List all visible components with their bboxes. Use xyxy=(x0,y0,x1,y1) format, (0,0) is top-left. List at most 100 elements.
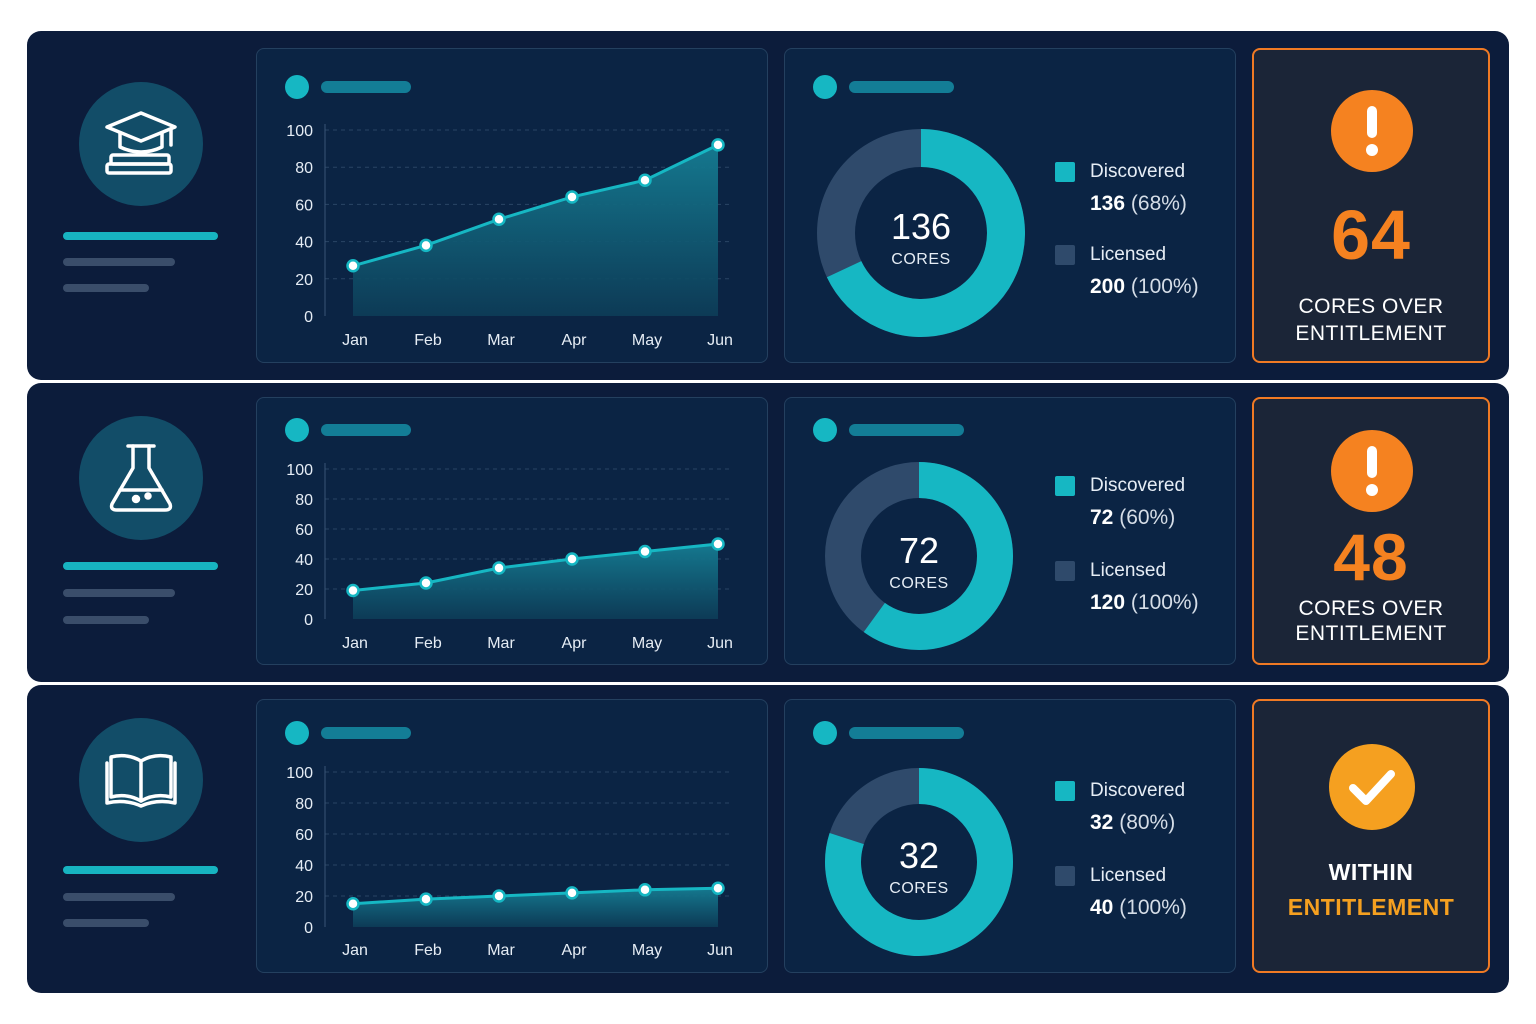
flask-icon xyxy=(109,444,173,512)
x-tick-label: May xyxy=(632,635,662,652)
data-point xyxy=(419,892,433,906)
header-bar xyxy=(321,727,411,739)
row-2: 0 20 40 60 80 100 Jan Feb Mar Apr May Jun 72 CORES … xyxy=(27,383,1509,682)
y-tick-label: 100 xyxy=(286,123,313,140)
header-dot xyxy=(285,75,309,99)
area-fill xyxy=(353,144,718,316)
x-tick-label: Apr xyxy=(562,332,588,349)
y-tick-label: 80 xyxy=(295,160,313,177)
legend-swatch-licensed xyxy=(1055,866,1075,886)
legend-label: Discovered xyxy=(1090,780,1186,801)
x-tick-label: Jan xyxy=(342,635,368,652)
row-1-line-chart: 0 20 40 60 80 100 Jan Feb Mar Apr May Jun xyxy=(286,123,733,349)
x-tick-label: Mar xyxy=(487,635,515,652)
legend-count: 40 xyxy=(1090,896,1114,919)
legend-swatch-discovered xyxy=(1055,476,1075,496)
legend-swatch-licensed xyxy=(1055,245,1075,265)
legend-item-discovered: Discovered 136 (68%) xyxy=(1055,161,1199,216)
donut-center-unit: CORES xyxy=(891,251,951,268)
row-2-line-chart: 0 20 40 60 80 100 Jan Feb Mar Apr May Jun xyxy=(286,462,733,652)
data-point xyxy=(638,883,652,897)
header-bar xyxy=(849,81,954,93)
status-line-1: CORES OVER xyxy=(1298,597,1444,620)
legend-value: 40 (100%) xyxy=(1090,896,1187,920)
legend-swatch-discovered xyxy=(1055,781,1075,801)
open-book-icon xyxy=(105,753,177,808)
row-3-skeleton-line-2 xyxy=(63,893,175,901)
row-1-skeleton-line-2 xyxy=(63,258,175,266)
legend-swatch-licensed xyxy=(1055,561,1075,581)
legend-item-licensed: Licensed 200 (100%) xyxy=(1055,244,1199,299)
data-point xyxy=(419,576,433,590)
legend-percent: (68%) xyxy=(1130,192,1187,215)
x-tick-label: Mar xyxy=(487,942,515,959)
header-dot xyxy=(285,721,309,745)
legend-item-discovered: Discovered 32 (80%) xyxy=(1055,780,1187,835)
series-line xyxy=(352,542,719,592)
row-1-donut-panel: 136 CORES Discovered 136 (68%) Licensed … xyxy=(784,48,1236,363)
header-bar xyxy=(321,424,411,436)
data-point xyxy=(492,561,506,575)
data-point xyxy=(346,259,360,273)
row-2-donut-legend: Discovered 72 (60%) Licensed 120 (100%) xyxy=(1055,475,1199,615)
row-3-donut-chart xyxy=(825,768,1013,956)
row-3-donut-legend: Discovered 32 (80%) Licensed 40 (100%) xyxy=(1055,780,1187,920)
header-dot xyxy=(813,75,837,99)
header-dot xyxy=(813,721,837,745)
header-bar xyxy=(321,81,411,93)
data-point xyxy=(711,881,725,895)
y-tick-label: 0 xyxy=(304,612,313,629)
row-3-skeleton-line-3 xyxy=(63,919,149,927)
y-tick-label: 60 xyxy=(295,827,313,844)
row-3-skeleton-line-1 xyxy=(63,866,218,874)
area-fill xyxy=(353,544,718,619)
graduation-cap-icon xyxy=(105,111,177,175)
donut-center-unit: CORES xyxy=(889,880,949,897)
y-tick-label: 0 xyxy=(304,920,313,937)
row-1-line-chart-panel: 0 20 40 60 80 100 Jan Feb Mar Apr May Jun xyxy=(256,48,768,363)
legend-count: 72 xyxy=(1090,506,1114,529)
x-tick-label: Apr xyxy=(562,942,588,959)
legend-count: 136 xyxy=(1090,192,1126,215)
checkmark-icon xyxy=(1329,744,1415,830)
status-line-2: ENTITLEMENT xyxy=(1295,622,1447,645)
legend-item-licensed: Licensed 40 (100%) xyxy=(1055,865,1187,920)
data-point xyxy=(565,190,579,204)
legend-percent: (100%) xyxy=(1130,591,1199,614)
donut-arc-discovered xyxy=(863,462,1013,650)
y-tick-label: 20 xyxy=(295,889,313,906)
status-line-1: CORES OVER xyxy=(1298,295,1444,318)
row-1-donut-chart xyxy=(817,129,1025,337)
y-tick-label: 80 xyxy=(295,796,313,813)
status-line-2: ENTITLEMENT xyxy=(1295,322,1447,345)
donut-center-unit: CORES xyxy=(889,575,949,592)
donut-arc-discovered xyxy=(826,129,1025,337)
data-point xyxy=(565,886,579,900)
y-tick-label: 20 xyxy=(295,582,313,599)
data-point xyxy=(346,897,360,911)
row-2-donut-panel: 72 CORES Discovered 72 (60%) Licensed 12… xyxy=(784,397,1236,665)
y-tick-label: 80 xyxy=(295,492,313,509)
legend-value: 200 (100%) xyxy=(1090,275,1199,299)
legend-value: 136 (68%) xyxy=(1090,192,1199,216)
header-dot xyxy=(285,418,309,442)
status-over-count: 48 xyxy=(1333,520,1409,594)
x-tick-label: Jun xyxy=(707,635,733,652)
data-point xyxy=(638,544,652,559)
x-tick-label: Feb xyxy=(414,635,442,652)
donut-center-value: 32 xyxy=(898,835,940,876)
y-tick-label: 40 xyxy=(295,858,313,875)
row-2-skeleton-line-3 xyxy=(63,616,149,624)
data-point xyxy=(711,138,725,152)
row-2-line-chart-header xyxy=(285,418,411,442)
legend-label: Discovered xyxy=(1090,475,1186,496)
row-1-skeleton-line-1 xyxy=(63,232,218,240)
row-2-skeleton-line-2 xyxy=(63,589,175,597)
status-line-1: WITHIN xyxy=(1328,859,1414,885)
row-2-icon-circle xyxy=(79,416,203,540)
row-1-donut-legend: Discovered 136 (68%) Licensed 200 (100%) xyxy=(1055,161,1199,299)
row-1-line-chart-header xyxy=(285,75,411,99)
y-tick-label: 100 xyxy=(286,765,313,782)
y-tick-label: 20 xyxy=(295,272,313,289)
donut-center-value: 72 xyxy=(898,530,940,571)
